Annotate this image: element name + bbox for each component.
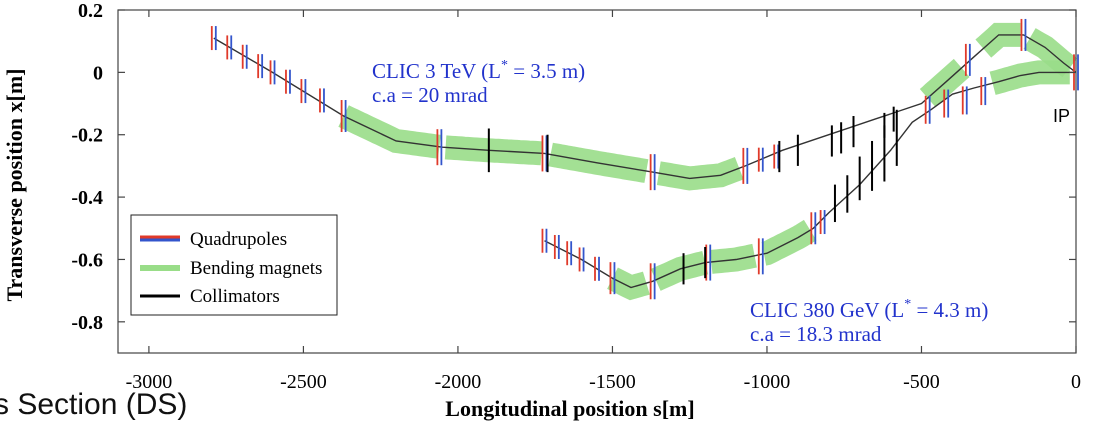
series-label-3tev: CLIC 3 TeV (L* = 3.5 m) c.a = 20 mrad [372,58,585,107]
series-label-3tev-line2: c.a = 20 mrad [372,83,488,107]
series-line-1 [544,71,1076,289]
y-tick-label: -0.6 [71,249,103,271]
legend-label-collimators: Collimators [190,286,280,307]
y-axis: 0.2 0 -0.2 -0.4 -0.6 -0.8 [71,0,1076,334]
series-line-0 [213,34,1077,180]
series-label-3tev-sup: * [501,58,508,73]
y-axis-label: Transverse position x[m] [2,68,27,301]
legend-label-bending: Bending magnets [190,258,322,279]
series-label-3tev-line1-end: = 3.5 m) [508,59,585,83]
y-tick-label: 0.2 [78,0,103,22]
y-tick-label: -0.8 [71,312,103,334]
plot-frame [117,9,1077,354]
series-label-380gev-sup: * [904,297,911,312]
x-axis-label: Longitudinal position s[m] [445,396,694,421]
x-axis: -3000 -2500 -2000 -1500 -1000 -500 0 [126,10,1081,393]
y-tick-label: -0.2 [71,125,103,147]
legend-label-quadrupoles: Quadrupoles [190,229,287,250]
y-tick-label: -0.4 [71,187,103,209]
svg-text:CLIC 380 GeV (L* = 4.3 m): CLIC 380 GeV (L* = 4.3 m) [750,297,988,322]
x-tick-label: -1500 [589,371,636,393]
x-tick-label: 0 [1071,371,1081,393]
series-label-380gev-line1-end: = 4.3 m) [911,298,988,322]
y-tick-label: 0 [93,62,103,84]
collimators-layer [487,106,898,285]
x-tick-label: -2500 [280,371,327,393]
series-label-380gev-line1: CLIC 380 GeV (L [750,298,904,322]
x-tick-label: -500 [903,371,940,393]
x-tick-label: -3000 [126,371,173,393]
svg-text:CLIC 3 TeV (L* = 3.5 m): CLIC 3 TeV (L* = 3.5 m) [372,58,585,83]
ip-annotation: IP [1053,106,1070,126]
overlay-caption: s Section (DS) [0,388,188,421]
x-tick-label: -1000 [744,371,791,393]
bending-magnet [975,22,1021,58]
quadrupoles-layer [210,18,1079,300]
legend: Quadrupoles Bending magnets Collimators [130,214,338,316]
series-label-380gev: CLIC 380 GeV (L* = 4.3 m) c.a = 18.3 mra… [750,297,988,346]
series-label-3tev-line1: CLIC 3 TeV (L [372,59,501,83]
x-tick-label: -2000 [435,371,482,393]
beamline-layer [213,34,1077,289]
series-label-380gev-line2: c.a = 18.3 mrad [750,322,882,346]
